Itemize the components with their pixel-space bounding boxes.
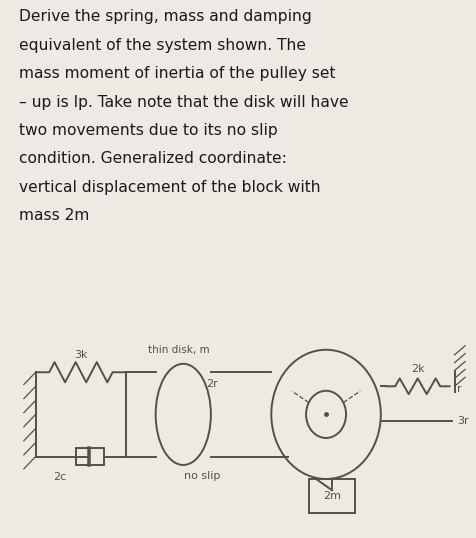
- Text: condition. Generalized coordinate:: condition. Generalized coordinate:: [19, 151, 287, 166]
- Text: 2k: 2k: [411, 364, 425, 374]
- Text: Derive the spring, mass and damping: Derive the spring, mass and damping: [19, 9, 312, 24]
- Text: 2c: 2c: [53, 472, 66, 482]
- Text: mass moment of inertia of the pulley set: mass moment of inertia of the pulley set: [19, 66, 336, 81]
- Text: 3r: 3r: [457, 416, 468, 426]
- Text: 2m: 2m: [323, 491, 341, 501]
- Text: – up is Ip. Take note that the disk will have: – up is Ip. Take note that the disk will…: [19, 95, 348, 110]
- Text: 2r: 2r: [206, 379, 218, 389]
- Text: r: r: [457, 384, 462, 394]
- Text: equivalent of the system shown. The: equivalent of the system shown. The: [19, 38, 306, 53]
- Bar: [76, 448, 104, 465]
- Text: vertical displacement of the block with: vertical displacement of the block with: [19, 180, 321, 195]
- Text: 3k: 3k: [74, 350, 88, 360]
- Bar: [309, 479, 355, 513]
- Ellipse shape: [156, 364, 211, 465]
- Text: mass 2m: mass 2m: [19, 208, 89, 223]
- Text: two movements due to its no slip: two movements due to its no slip: [19, 123, 278, 138]
- Text: thin disk, m: thin disk, m: [148, 345, 209, 356]
- Text: no slip: no slip: [184, 471, 220, 480]
